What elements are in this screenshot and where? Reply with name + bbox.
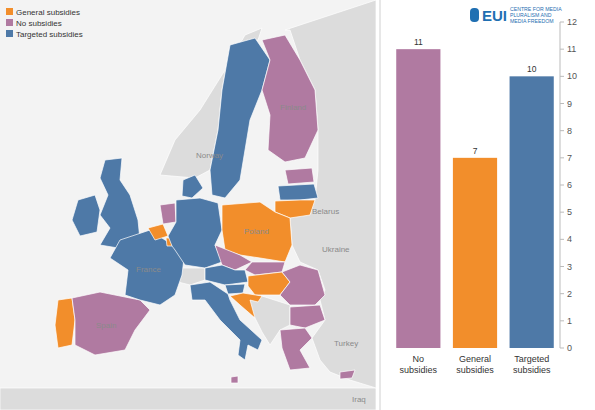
bar bbox=[453, 158, 497, 348]
legend-label: Targeted subsidies bbox=[16, 30, 83, 39]
country bbox=[210, 38, 270, 198]
bar bbox=[510, 76, 554, 348]
x-tick-label: Targetedsubsidies bbox=[513, 354, 551, 375]
map-label: Iraq bbox=[352, 395, 366, 404]
x-tick-label-line: subsidies bbox=[400, 365, 438, 375]
y-tick-label: 8 bbox=[567, 126, 572, 136]
country bbox=[290, 305, 325, 328]
country bbox=[182, 175, 203, 198]
y-tick-label: 5 bbox=[567, 207, 572, 217]
y-tick-label: 6 bbox=[567, 180, 572, 190]
x-tick-label-line: No bbox=[413, 354, 425, 364]
bar bbox=[396, 49, 440, 348]
y-tick-label: 11 bbox=[567, 44, 576, 54]
x-tick-label: Nosubsidies bbox=[400, 354, 438, 375]
y-tick bbox=[560, 157, 564, 158]
y-tick bbox=[560, 103, 564, 104]
country bbox=[72, 195, 100, 236]
data-label: 11 bbox=[414, 37, 423, 47]
country bbox=[148, 224, 168, 240]
logo-text: EUI bbox=[482, 7, 507, 24]
country bbox=[55, 298, 75, 348]
country bbox=[190, 282, 262, 360]
y-tick bbox=[560, 185, 564, 186]
logo: EUICENTRE FOR MEDIAPLURALISM ANDMEDIA FR… bbox=[470, 6, 562, 24]
legend-swatch bbox=[6, 19, 13, 26]
y-tick bbox=[560, 49, 564, 50]
x-tick-label-line: subsidies bbox=[456, 365, 494, 375]
x-tick-label-line: Targeted bbox=[514, 354, 549, 364]
y-tick-label: 12 bbox=[567, 17, 577, 27]
bars bbox=[396, 49, 554, 348]
map-label: Ukraine bbox=[322, 245, 350, 254]
y-tick bbox=[560, 320, 564, 321]
y-tick bbox=[560, 266, 564, 267]
country bbox=[205, 265, 248, 285]
map-label: Finland bbox=[280, 103, 306, 112]
chart: Norway Belarus Ukraine Turkey Iraq Finland Pol… bbox=[0, 0, 595, 410]
country bbox=[160, 203, 176, 224]
data-label: 10 bbox=[527, 64, 537, 74]
map-label: Spain bbox=[96, 321, 116, 330]
sea bbox=[0, 0, 376, 410]
legend-swatch bbox=[6, 30, 13, 37]
map: Norway Belarus Ukraine Turkey Iraq Finland Pol… bbox=[0, 0, 376, 410]
y-tick bbox=[560, 212, 564, 213]
country bbox=[278, 184, 318, 200]
y-tick bbox=[560, 348, 564, 349]
map-label: Turkey bbox=[334, 339, 358, 348]
y-tick-label: 3 bbox=[567, 262, 572, 272]
y-tick bbox=[560, 130, 564, 131]
logo-mark bbox=[470, 8, 479, 22]
divider bbox=[380, 0, 381, 410]
country bbox=[280, 328, 312, 370]
legend: General subsidies No subsidies Targeted su… bbox=[6, 8, 83, 39]
y-tick bbox=[560, 293, 564, 294]
legend-label: General subsidies bbox=[16, 8, 80, 17]
y-tick-label: 7 bbox=[567, 153, 572, 163]
land bbox=[0, 388, 376, 410]
country bbox=[285, 168, 314, 184]
map-label: Poland bbox=[244, 227, 269, 236]
country bbox=[340, 370, 355, 379]
y-tick-label: 9 bbox=[567, 99, 572, 109]
y-tick-label: 1 bbox=[567, 316, 572, 326]
map-label: Belarus bbox=[312, 207, 339, 216]
y-tick bbox=[560, 239, 564, 240]
y-tick-label: 4 bbox=[567, 234, 572, 244]
country bbox=[262, 35, 318, 162]
x-tick-label-line: subsidies bbox=[513, 365, 551, 375]
x-tick-label: Generalsubsidies bbox=[456, 354, 494, 375]
map-label: France bbox=[136, 265, 161, 274]
bar-chart: 012345678910111211Nosubsidies7Generalsub… bbox=[380, 0, 577, 410]
y-tick bbox=[560, 76, 564, 77]
y-tick-label: 0 bbox=[567, 343, 572, 353]
country bbox=[280, 265, 325, 305]
country bbox=[100, 158, 140, 248]
x-tick-label-line: General bbox=[459, 354, 491, 364]
page: {"chart_data": [ {"type": "map", "series… bbox=[0, 0, 595, 410]
y-tick-label: 2 bbox=[567, 289, 572, 299]
logo-subtitle: CENTRE FOR MEDIAPLURALISM ANDMEDIA FREED… bbox=[510, 6, 562, 24]
country bbox=[225, 284, 245, 294]
legend-label: No subsidies bbox=[16, 19, 62, 28]
country bbox=[231, 376, 238, 383]
map-label: Norway bbox=[196, 151, 223, 160]
legend-swatch bbox=[6, 8, 13, 15]
y-tick-label: 10 bbox=[567, 71, 577, 81]
country bbox=[72, 292, 150, 355]
country bbox=[168, 198, 222, 268]
y-tick bbox=[560, 22, 564, 23]
data-label: 7 bbox=[473, 146, 478, 156]
logo-subtitle-line: MEDIA FREEDOM bbox=[510, 18, 554, 24]
